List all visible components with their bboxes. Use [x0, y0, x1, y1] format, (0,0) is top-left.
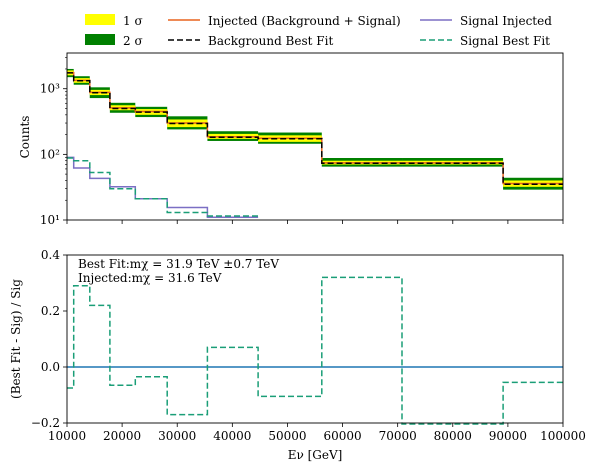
series-signal-best-fit	[67, 157, 259, 217]
bottom-ticks: 10000 20000 30000 40000 50000 60000 70000 80000…	[31, 248, 586, 443]
bottom-xtick-label: 90000	[489, 429, 527, 443]
legend-label-1sigma: 1 σ	[123, 14, 143, 28]
top-ylabel: Counts	[18, 116, 32, 159]
series-relative-residual	[67, 276, 563, 425]
bottom-xtick-label: 10000	[48, 429, 86, 443]
bottom-xlabel: Eν [GeV]	[288, 448, 343, 462]
top-bands	[67, 68, 563, 190]
legend-label-background: Background Best Fit	[208, 34, 333, 48]
top-panel: 10¹ 10² 10³ Counts	[18, 52, 564, 227]
series-injected-bg-signal	[67, 71, 563, 185]
bottom-xtick-label: 70000	[379, 429, 417, 443]
bottom-ytick-label: 0.4	[41, 248, 60, 262]
bottom-xtick-label: 30000	[158, 429, 196, 443]
legend-swatch-1sigma	[85, 14, 115, 25]
bottom-ylabel: (Best Fit - Sig) / Sig	[9, 279, 23, 399]
bottom-panel-frame	[66, 254, 564, 424]
bottom-panel: 10000 20000 30000 40000 50000 60000 70000 80000…	[9, 248, 586, 462]
series-signal-injected	[67, 156, 259, 219]
bottom-ytick-label: −0.2	[31, 416, 60, 430]
annotation-injected: Injected:mχ = 31.6 TeV	[78, 271, 222, 285]
top-ytick-label: 10²	[40, 147, 60, 161]
bottom-xtick-label: 80000	[434, 429, 472, 443]
top-ytick-label: 10³	[40, 82, 60, 96]
bottom-lines	[67, 276, 563, 425]
legend-label-signal-bestfit: Signal Best Fit	[460, 34, 550, 48]
bottom-xtick-label: 40000	[213, 429, 251, 443]
top-lines	[67, 71, 563, 219]
bottom-ytick-label: 0.0	[41, 360, 60, 374]
top-ytick-label: 10¹	[40, 213, 60, 227]
annotation-best-fit: Best Fit:mχ = 31.9 TeV ±0.7 TeV	[78, 257, 279, 271]
bottom-ytick-label: 0.2	[41, 304, 60, 318]
top-panel-frame	[66, 52, 564, 221]
legend-swatch-2sigma	[85, 34, 115, 45]
legend-label-injected: Injected (Background + Signal)	[208, 14, 401, 28]
series-background-best-fit	[67, 72, 563, 186]
bottom-xtick-label: 60000	[323, 429, 361, 443]
bottom-xtick-label: 50000	[268, 429, 306, 443]
bottom-xtick-label: 100000	[540, 429, 586, 443]
legend: 1 σ 2 σ Injected (Background + Signal) B…	[85, 14, 552, 48]
bottom-xtick-label: 20000	[103, 429, 141, 443]
legend-label-signal-injected: Signal Injected	[460, 14, 552, 28]
top-ticks: 10¹ 10² 10³	[40, 57, 564, 227]
legend-label-2sigma: 2 σ	[123, 34, 143, 48]
